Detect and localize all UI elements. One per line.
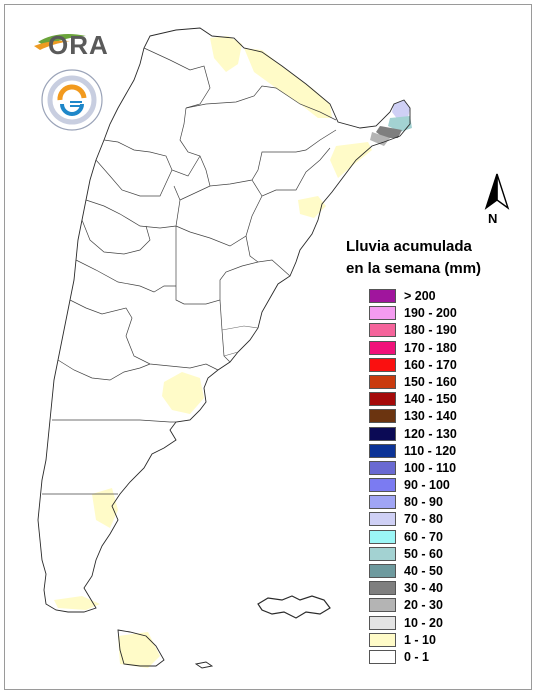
legend-title: Lluvia acumulada en la semana (mm) [346, 236, 481, 280]
legend-label: 30 - 40 [404, 581, 443, 596]
legend-swatch [369, 529, 396, 544]
legend-title-line-1: Lluvia acumulada [346, 238, 472, 255]
legend-swatch [369, 598, 396, 613]
legend-label: 70 - 80 [404, 512, 443, 527]
legend-label: > 200 [404, 289, 436, 303]
legend-swatch [369, 495, 396, 510]
legend-swatch [369, 409, 396, 424]
ora-brand-text: ORA [48, 30, 109, 60]
legend-swatch [369, 581, 396, 596]
legend-label: 60 - 70 [404, 529, 443, 544]
legend-label: 20 - 30 [404, 598, 443, 613]
legend-label: 180 - 190 [404, 323, 457, 338]
legend-swatch [369, 546, 396, 561]
legend-label: 1 - 10 [404, 632, 436, 647]
rain-area-misiones-mid [388, 116, 412, 132]
legend-swatch [369, 323, 396, 338]
rain-area-santa-cruz-south [54, 596, 100, 610]
legend-swatch [369, 374, 396, 389]
argentina-border [37, 27, 411, 613]
legend-swatch [369, 357, 396, 372]
rain-area-chubut-south [92, 488, 118, 528]
rain-area-misiones-south [376, 126, 402, 138]
province-boundaries [42, 47, 337, 495]
legend-label: 10 - 20 [404, 615, 443, 630]
malvinas-islands [257, 595, 331, 619]
legend-label: 130 - 140 [404, 409, 457, 424]
legend-swatch [369, 615, 396, 630]
legend-title-line-2: en la semana (mm) [346, 260, 482, 277]
legend-swatch [369, 306, 396, 321]
legend-label: 150 - 160 [404, 374, 457, 389]
ora-leaf-logo [34, 34, 86, 50]
rain-area-tierra-del-fuego [118, 632, 160, 668]
rain-area-misiones-north [392, 100, 410, 120]
legend-label: 170 - 180 [404, 340, 457, 355]
rain-shading-layer [54, 36, 412, 668]
legend-swatch [369, 426, 396, 441]
legend-swatch [369, 392, 396, 407]
legend-label: 50 - 60 [404, 546, 443, 561]
legend-label: 160 - 170 [404, 357, 457, 372]
province-boundaries-secondary [221, 325, 259, 357]
smn-circular-seal-icon [41, 69, 103, 131]
legend-label: 40 - 50 [404, 564, 443, 578]
country-outline [37, 27, 411, 669]
legend-swatch [369, 460, 396, 475]
legend-swatch [369, 632, 396, 647]
legend-swatch [369, 512, 396, 527]
rain-area-buenos-aires-sw [162, 372, 204, 414]
legend-swatch [369, 478, 396, 493]
legend-label: 80 - 90 [404, 495, 443, 510]
legend-label: 90 - 100 [404, 478, 450, 493]
legend-label: 190 - 200 [404, 306, 457, 321]
legend-label: 0 - 1 [404, 649, 430, 664]
legend-label: 120 - 130 [404, 426, 457, 441]
legend-label: 110 - 120 [404, 443, 457, 458]
staten-island [194, 661, 214, 669]
north-arrow-icon [484, 173, 510, 210]
legend-label: 140 - 150 [404, 392, 457, 407]
legend-swatch [369, 289, 396, 303]
legend-swatch [369, 564, 396, 578]
rain-area-entre-rios [298, 196, 326, 218]
rain-area-north-jujuy [210, 36, 242, 72]
north-label: N [488, 211, 498, 226]
legend-label: 100 - 110 [404, 460, 457, 475]
rain-area-misiones-edge [370, 132, 390, 146]
legend-swatch [369, 443, 396, 458]
rain-area-formosa-strip [244, 48, 332, 118]
legend-swatch [369, 340, 396, 355]
rain-area-corrientes-east [330, 142, 372, 178]
tierra-del-fuego-border [117, 629, 165, 667]
legend-swatch [369, 649, 396, 664]
